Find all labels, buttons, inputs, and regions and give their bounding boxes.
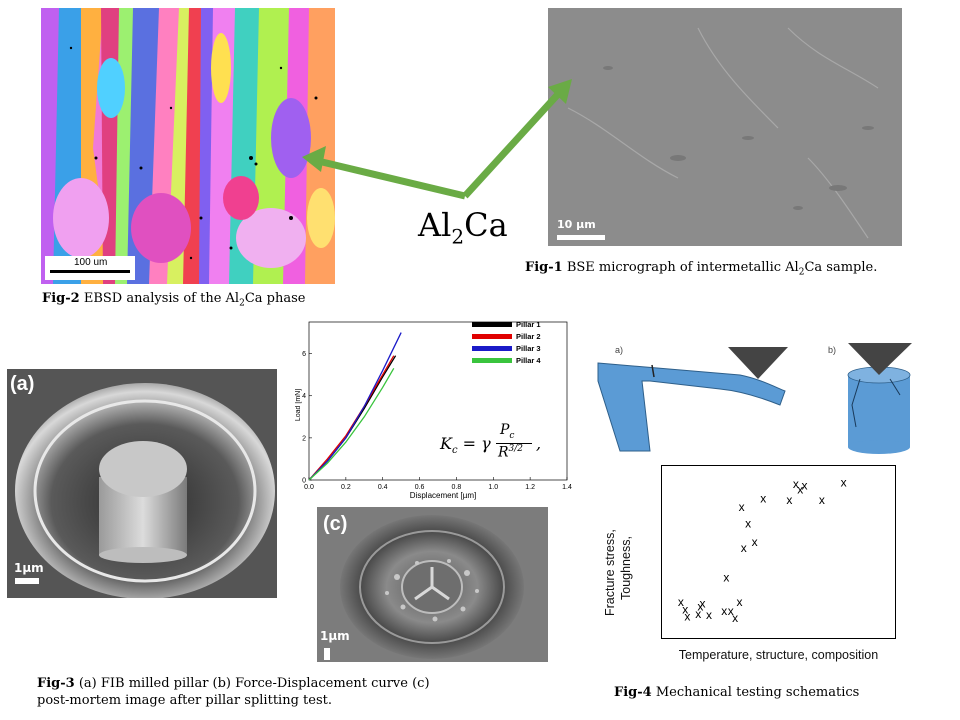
fig1-caption-label: Fig-1	[525, 260, 563, 275]
trend-marker: x	[684, 610, 690, 624]
x-tick-label: 1.0	[488, 484, 498, 491]
y-tick-label: 0	[302, 478, 306, 485]
al2ca-tail: Ca	[464, 206, 508, 244]
trend-marker: x	[728, 604, 734, 618]
trend-marker: x	[723, 570, 729, 584]
bse-scale-bar	[557, 235, 605, 240]
trend-marker: x	[700, 597, 706, 611]
trend-marker: x	[678, 595, 684, 609]
indenter-b	[848, 343, 912, 375]
legend-label: Pillar 2	[516, 332, 541, 341]
fib-scale-label: 1µm	[14, 561, 44, 575]
fig3-caption-line1: Fig-3 (a) FIB milled pillar (b) Force-Di…	[37, 675, 507, 692]
ebsd-scale-label: 100 um	[74, 257, 108, 268]
trend-marker: x	[745, 516, 751, 530]
fig2-caption: Fig-2 EBSD analysis of the Al2Ca phase	[42, 290, 305, 313]
fig3-caption-line2: post-mortem image after pillar splitting…	[37, 693, 332, 708]
post-mortem-image	[317, 507, 548, 662]
cantilever-beam	[597, 362, 786, 452]
ebsd-map-image	[41, 8, 335, 284]
trend-ylabel: Fracture stress, Toughness,	[603, 529, 646, 616]
fig1-caption-sub: 2	[798, 267, 805, 278]
trend-marker: x	[752, 535, 758, 549]
bse-scale-label: 10 µm	[557, 218, 596, 231]
fig3-caption: Fig-3 (a) FIB milled pillar (b) Force-Di…	[37, 675, 507, 709]
fig4-caption-text: Mechanical testing schematics	[651, 685, 860, 700]
chart-frame	[308, 321, 568, 481]
x-tick-label: 0.4	[378, 484, 388, 491]
trend-marker: x	[793, 477, 799, 491]
fib-scale-bar	[15, 578, 39, 584]
trend-ylabel-line2: Toughness,	[619, 536, 633, 600]
chart-ylabel: Load [mN]	[295, 389, 302, 421]
y-tick-label: 6	[302, 351, 306, 358]
force-displacement-chart: 0.0 0.2 0.4 0.6 0.8 1.0 1.2 1.4 0 2 4 6 Pillar 1 Pil…	[295, 320, 572, 500]
x-tick-label: 1.2	[525, 484, 535, 491]
trend-marker: x	[695, 607, 701, 621]
trend-marker: x	[841, 475, 847, 489]
fib-pillar-image	[7, 369, 277, 598]
trend-marker: x	[797, 483, 803, 497]
legend-swatch	[472, 346, 512, 351]
fig3-caption-text: (a) FIB milled pillar (b) Force-Displace…	[74, 676, 430, 691]
panel-c-label: (c)	[323, 513, 348, 535]
chart-xlabel: Displacement [µm]	[410, 491, 476, 500]
trend-marker: x	[732, 611, 738, 625]
trend-marker: x	[739, 500, 745, 514]
pillar-cylinder	[848, 375, 910, 447]
postmortem-scale-label: 1µm	[320, 629, 350, 643]
fig2-caption-label: Fig-2	[42, 291, 80, 306]
panel-a-label: (a)	[10, 373, 35, 395]
fig2-caption-text: EBSD analysis of the Al	[79, 291, 240, 306]
x-tick-label: 0.6	[415, 484, 425, 491]
trend-marker: x	[802, 478, 808, 492]
schematic-label-a: a)	[615, 345, 623, 355]
bse-micrograph-image	[548, 8, 902, 246]
x-tick-label: 0.2	[341, 484, 351, 491]
series-line-pillar-3	[308, 332, 402, 481]
x-tick-label: 1.4	[562, 484, 572, 491]
trend-marker: x	[706, 608, 712, 622]
trend-marker: x	[721, 604, 727, 618]
fig1-caption-text: BSE micrograph of intermetallic Al	[562, 260, 799, 275]
indenter-a	[728, 347, 788, 379]
fig1-caption: Fig-1 BSE micrograph of intermetallic Al…	[525, 259, 877, 282]
legend-swatch	[472, 322, 512, 327]
postmortem-scale-bar	[324, 648, 330, 660]
trend-ylabel-line1: Fracture stress,	[603, 529, 617, 616]
al2ca-main: Al	[418, 206, 452, 244]
al2ca-sub: 2	[451, 224, 465, 249]
schematic-label-b: b)	[828, 345, 836, 355]
fig2-caption-sub: 2	[239, 298, 245, 309]
trend-marker: x	[736, 595, 742, 609]
y-tick-label: 2	[302, 435, 306, 442]
x-tick-label: 0.0	[304, 484, 314, 491]
legend-label: Pillar 1	[516, 320, 541, 329]
trend-marker: x	[697, 599, 703, 613]
trend-marker: x	[741, 541, 747, 555]
y-tick-label: 4	[302, 393, 306, 400]
fig3-caption-label: Fig-3	[37, 676, 75, 691]
mechanical-testing-schematic: a) b)	[597, 343, 912, 454]
legend-swatch	[472, 358, 512, 363]
ebsd-scale-bar	[50, 270, 130, 273]
fig1-caption-tail: Ca sample.	[804, 260, 878, 275]
trend-marker: x	[819, 493, 825, 507]
legend-swatch	[472, 334, 512, 339]
al2ca-label: Al2Ca	[418, 206, 508, 248]
fig4-caption: Fig-4 Mechanical testing schematics	[614, 684, 859, 701]
trend-marker: x	[786, 493, 792, 507]
trend-marker: x	[682, 602, 688, 616]
fig2-caption-tail: Ca phase	[244, 291, 306, 306]
x-tick-label: 0.8	[452, 484, 462, 491]
fig4-caption-label: Fig-4	[614, 685, 652, 700]
trend-xlabel: Temperature, structure, composition	[678, 648, 879, 662]
trend-marker: x	[760, 491, 766, 505]
series-line-pillar-4	[308, 368, 395, 481]
legend-label: Pillar 3	[516, 344, 541, 353]
legend-label: Pillar 4	[516, 356, 541, 365]
fracture-toughness-formula: Kc = γ Pc R3/2 ,	[440, 422, 542, 461]
